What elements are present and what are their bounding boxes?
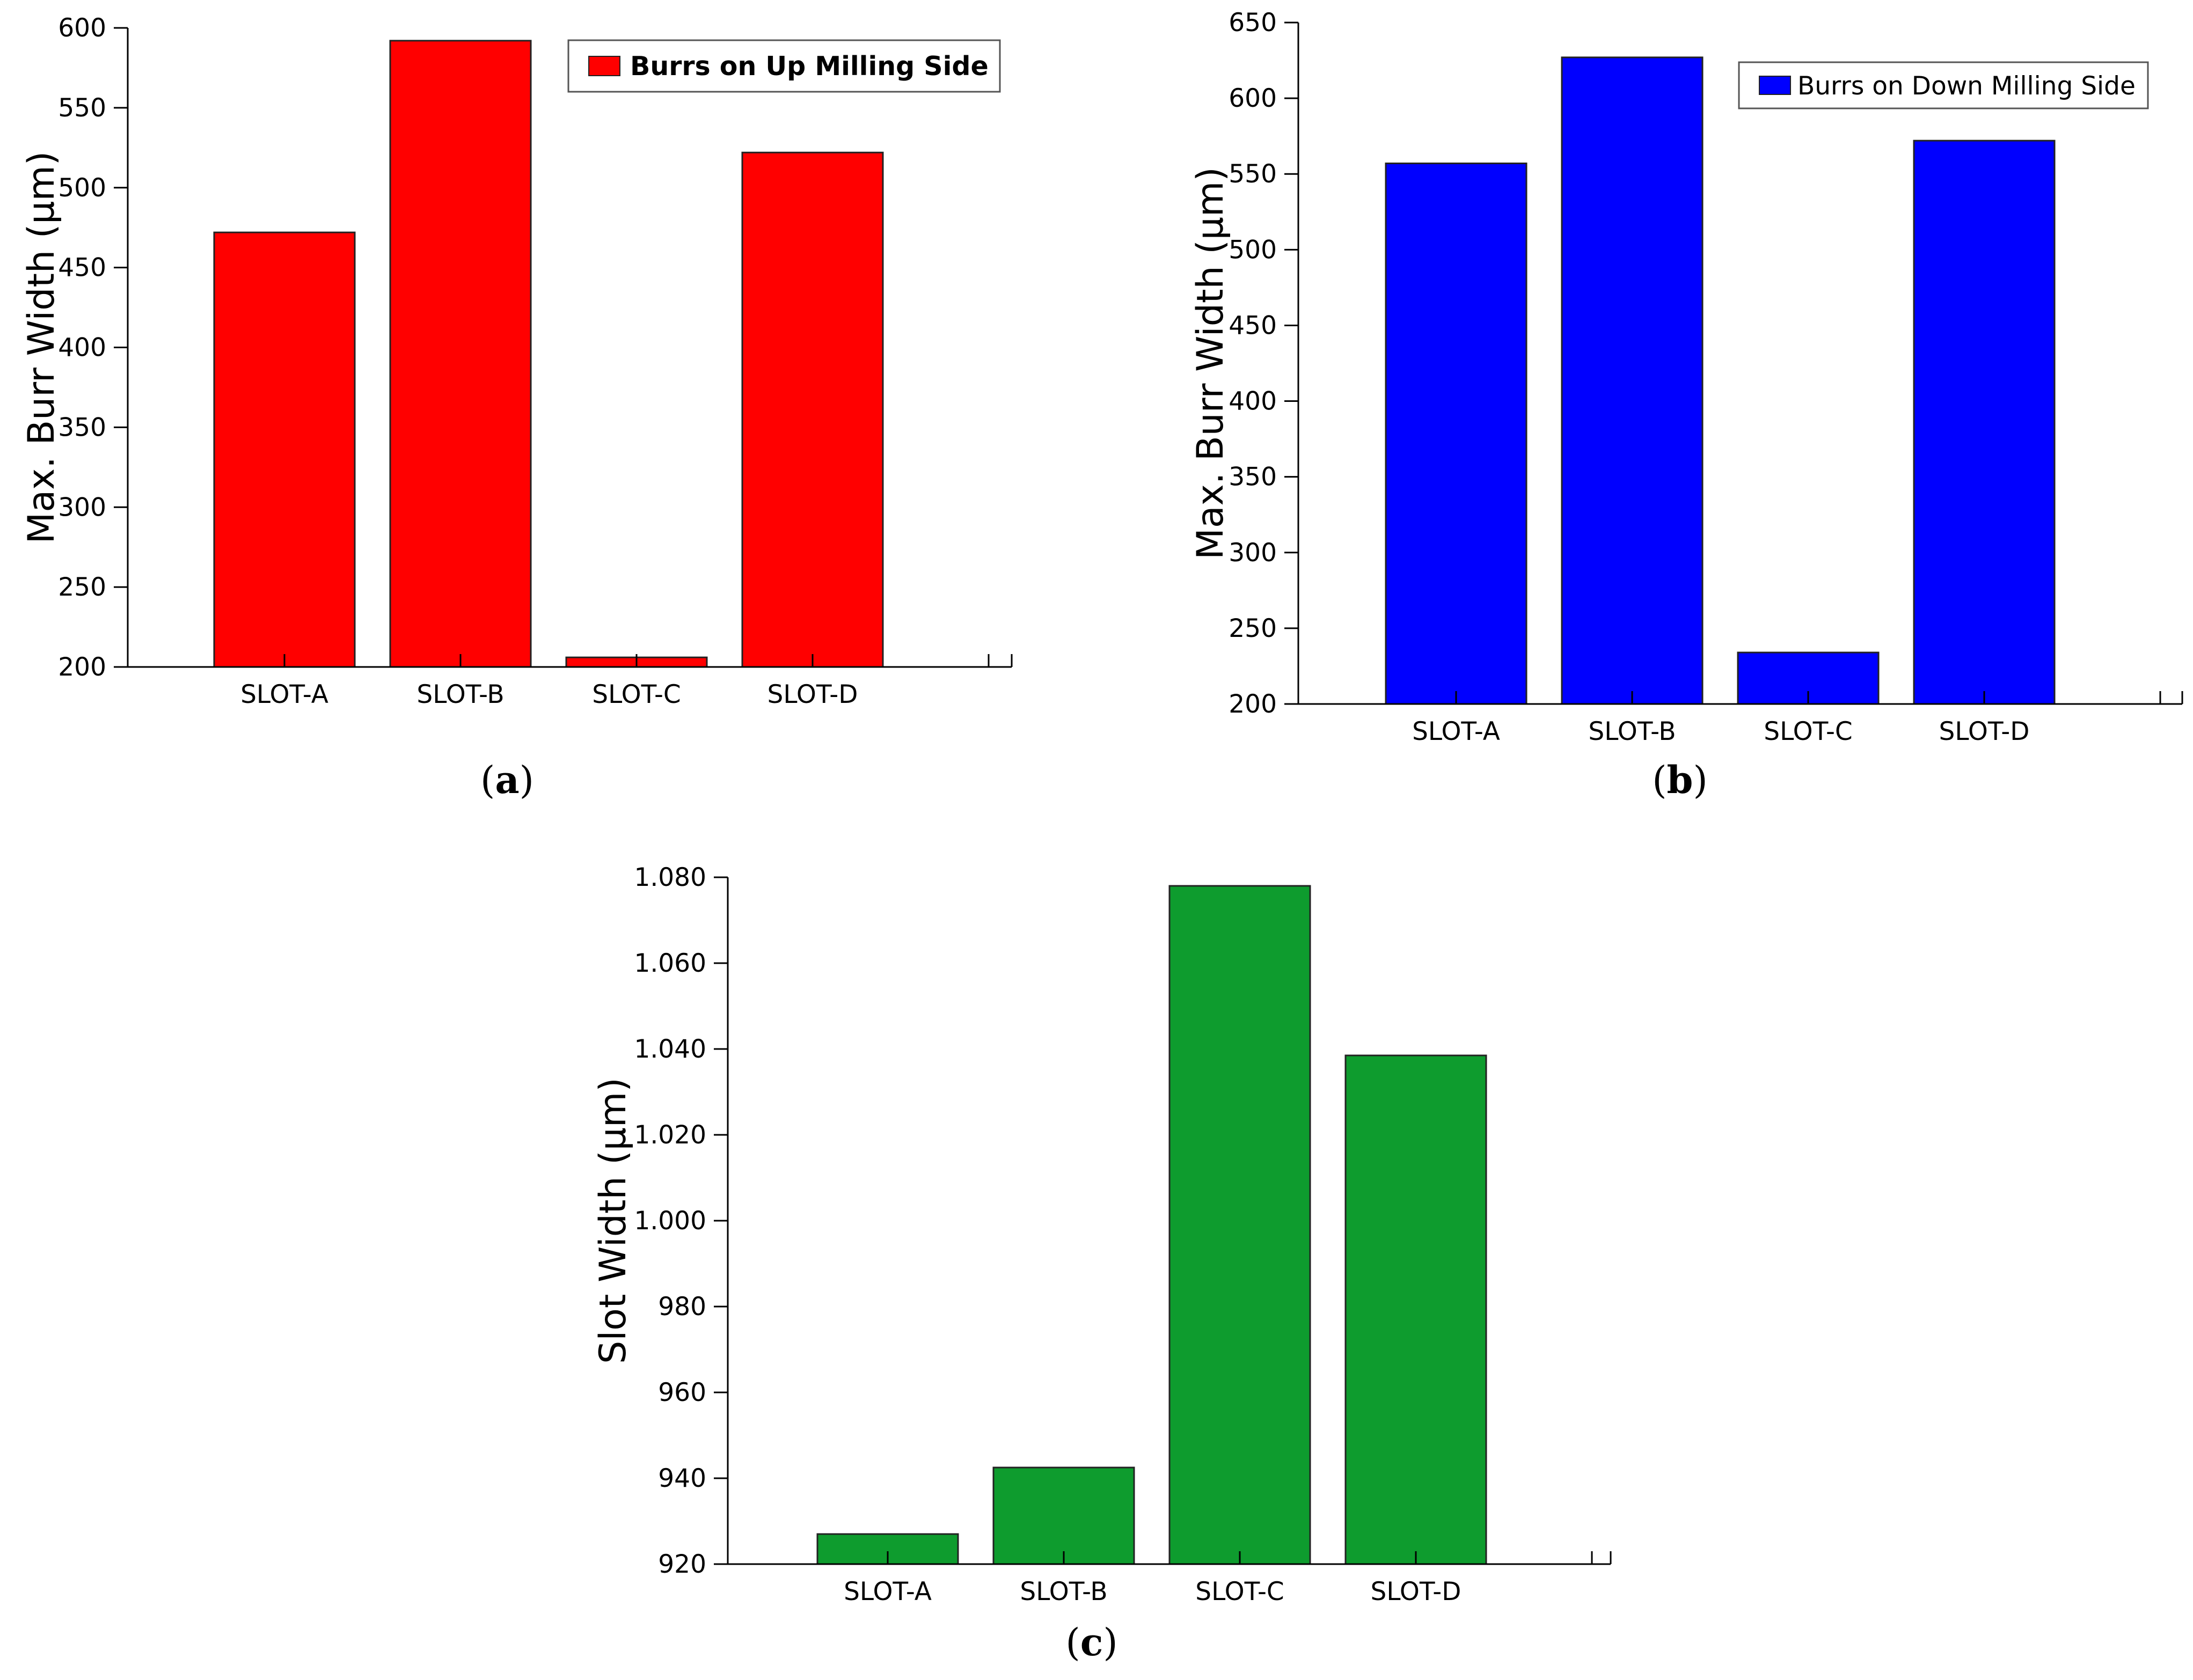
x-tick-label: SLOT-B <box>1020 1577 1107 1606</box>
y-axis-title: Slot Width (µm) <box>592 1077 634 1364</box>
caption-close: ) <box>1693 758 1707 802</box>
x-tick-label: SLOT-A <box>844 1577 932 1606</box>
legend: Burrs on Down Milling Side <box>1738 61 2149 109</box>
y-tick-label: 250 <box>1229 614 1277 643</box>
x-tick-label: SLOT-D <box>1371 1577 1461 1606</box>
y-tick-label: 400 <box>1229 387 1277 416</box>
x-tick-label: SLOT-D <box>767 680 858 709</box>
y-tick-label: 250 <box>58 573 106 602</box>
x-tick-label: SLOT-C <box>1195 1577 1284 1606</box>
caption-letter: c <box>1080 1620 1103 1664</box>
x-tick-label: SLOT-D <box>1939 717 2030 746</box>
y-tick-label: 1.040 <box>634 1035 706 1064</box>
caption-open: ( <box>480 758 495 802</box>
y-tick-label: 650 <box>1229 8 1277 38</box>
x-tick-label: SLOT-A <box>240 680 328 709</box>
y-tick-label: 300 <box>1229 538 1277 568</box>
x-tick-label: SLOT-C <box>592 680 681 709</box>
y-tick-label: 450 <box>1229 311 1277 340</box>
legend-box <box>1738 61 2149 109</box>
y-tick-label: 200 <box>1229 689 1277 719</box>
caption-close: ) <box>1103 1620 1117 1664</box>
panel-caption: (a) <box>480 758 534 802</box>
x-tick-label: SLOT-B <box>416 680 504 709</box>
bar-slot-d <box>1344 1054 1487 1565</box>
y-tick-label: 1.020 <box>634 1120 706 1150</box>
legend: Burrs on Up Milling Side <box>567 39 1001 93</box>
legend-box <box>567 39 1001 93</box>
bar-slot-d <box>1913 140 2056 705</box>
y-tick-label: 300 <box>58 493 106 522</box>
bar-slot-a <box>213 231 356 668</box>
y-tick-label: 550 <box>1229 159 1277 189</box>
y-tick-label: 550 <box>58 93 106 123</box>
x-tick-label: SLOT-A <box>1412 717 1500 746</box>
y-axis-title: Max. Burr Width (µm) <box>20 151 63 544</box>
chart-c: 920 940 960 980 1.000 1.020 1.040 1.060 1.080 SLO… <box>592 863 1612 1664</box>
y-tick-label: 500 <box>58 173 106 203</box>
y-tick-label: 500 <box>1229 235 1277 265</box>
panel-caption: (c) <box>1065 1620 1117 1664</box>
y-tick-label: 980 <box>658 1292 706 1322</box>
y-tick-label: 940 <box>658 1464 706 1493</box>
y-tick-label: 350 <box>58 413 106 442</box>
panel-caption: (b) <box>1652 758 1708 802</box>
y-axis-title: Max. Burr Width (µm) <box>1189 167 1232 560</box>
legend-label: Burrs on Up Milling Side <box>630 51 989 82</box>
y-tick-label: 1.080 <box>634 863 706 892</box>
bar-slot-b <box>1561 56 1704 705</box>
chart-b: 200 250 300 350 400 450 500 550 600 650 SLOT-A SLOT… <box>1189 8 2183 802</box>
y-tick-label: 920 <box>658 1550 706 1579</box>
caption-letter: a <box>495 758 519 802</box>
legend-swatch <box>1759 76 1791 95</box>
y-tick-label: 600 <box>58 13 106 43</box>
bar-slot-d <box>741 151 884 668</box>
caption-close: ) <box>520 758 534 802</box>
y-tick-label: 600 <box>1229 84 1277 113</box>
y-tick-label: 960 <box>658 1378 706 1407</box>
legend-swatch <box>588 56 620 76</box>
bar-slot-c <box>1168 885 1311 1565</box>
caption-letter: b <box>1667 758 1693 802</box>
y-tick-label: 200 <box>58 652 106 682</box>
y-tick-label: 350 <box>1229 463 1277 492</box>
caption-open: ( <box>1065 1620 1080 1664</box>
chart-a: 200 250 300 350 400 450 500 550 600 SLOT-A SLOT-B S… <box>20 13 1013 802</box>
bar-slot-b <box>389 40 532 668</box>
caption-open: ( <box>1652 758 1666 802</box>
x-tick-label: SLOT-C <box>1764 717 1853 746</box>
legend-label: Burrs on Down Milling Side <box>1797 71 2136 101</box>
y-tick-label: 450 <box>58 253 106 283</box>
y-tick-label: 1.060 <box>634 949 706 978</box>
y-tick-label: 400 <box>58 333 106 363</box>
x-tick-label: SLOT-B <box>1588 717 1676 746</box>
y-tick-label: 1.000 <box>634 1206 706 1236</box>
bar-slot-b <box>992 1466 1135 1565</box>
bar-slot-a <box>1385 162 1527 705</box>
